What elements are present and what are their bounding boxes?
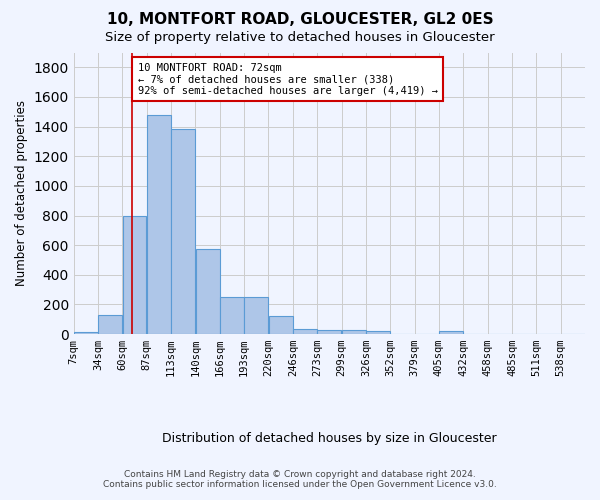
Bar <box>342 330 365 334</box>
Text: Size of property relative to detached houses in Gloucester: Size of property relative to detached ho… <box>105 31 495 44</box>
Text: 10 MONTFORT ROAD: 72sqm
← 7% of detached houses are smaller (338)
92% of semi-de: 10 MONTFORT ROAD: 72sqm ← 7% of detached… <box>137 62 437 96</box>
Bar <box>147 114 171 334</box>
Bar <box>98 315 122 334</box>
Bar <box>172 129 195 334</box>
Bar <box>366 331 390 334</box>
Text: 10, MONTFORT ROAD, GLOUCESTER, GL2 0ES: 10, MONTFORT ROAD, GLOUCESTER, GL2 0ES <box>107 12 493 28</box>
Bar <box>196 249 220 334</box>
X-axis label: Distribution of detached houses by size in Gloucester: Distribution of detached houses by size … <box>162 432 497 445</box>
Bar <box>293 329 317 334</box>
Bar <box>122 216 146 334</box>
Text: Contains HM Land Registry data © Crown copyright and database right 2024.
Contai: Contains HM Land Registry data © Crown c… <box>103 470 497 489</box>
Bar <box>269 316 293 334</box>
Bar <box>74 332 98 334</box>
Bar <box>439 331 463 334</box>
Bar <box>317 330 341 334</box>
Bar <box>244 297 268 334</box>
Bar <box>220 297 244 334</box>
Y-axis label: Number of detached properties: Number of detached properties <box>15 100 28 286</box>
